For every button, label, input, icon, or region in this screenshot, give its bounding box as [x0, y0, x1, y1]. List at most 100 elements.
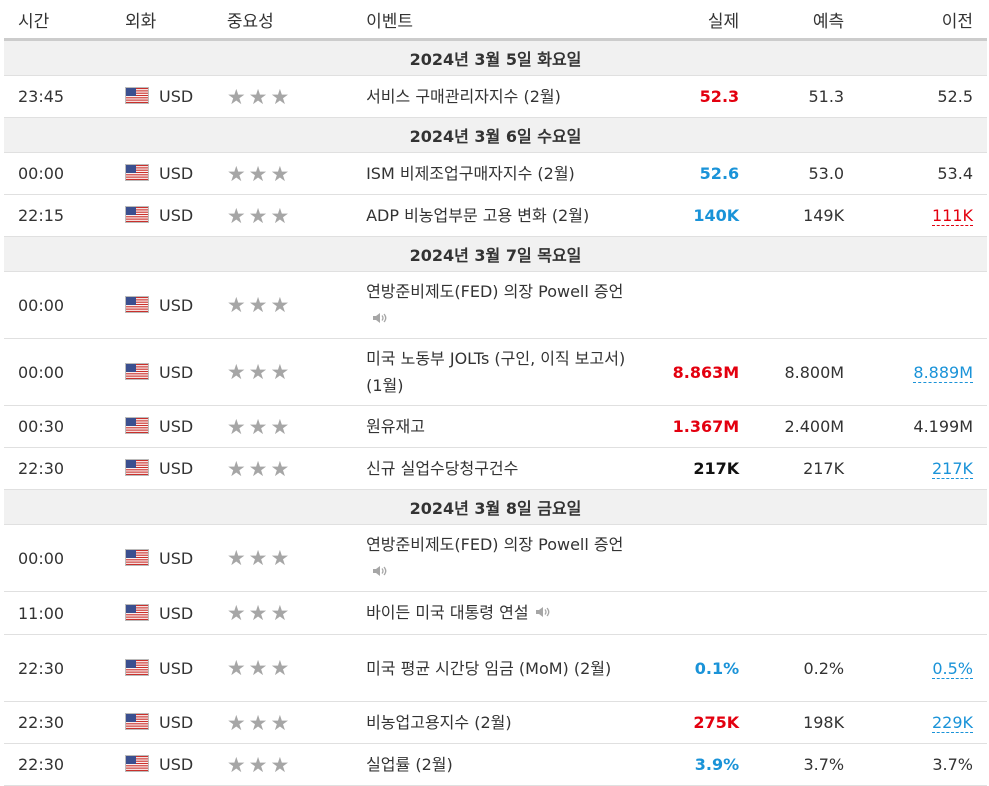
us-flag-icon	[125, 295, 150, 313]
currency-code: USD	[159, 548, 194, 568]
currency-code: USD	[159, 755, 194, 774]
star-icon: ★★★	[226, 161, 293, 186]
previous-value[interactable]: 0.5%	[932, 658, 973, 679]
event-name[interactable]: ISM 비제조업구매자지수 (2월)	[352, 152, 648, 195]
event-name-text: 연방준비제도(FED) 의장 Powell 증언	[366, 534, 624, 554]
currency-code: USD	[159, 164, 194, 183]
event-row[interactable]: 00:00 USD ★★★ ISM 비제조업구매자지수 (2월) 52.6 53…	[4, 152, 987, 195]
actual-value: 3.9%	[694, 755, 740, 774]
event-name[interactable]: 비농업고용지수 (2월)	[352, 701, 648, 744]
event-currency: USD	[111, 634, 213, 702]
previous-value[interactable]: 229K	[931, 713, 973, 733]
us-flag-icon	[125, 164, 150, 181]
actual-value: 52.3	[699, 87, 740, 106]
star-icon: ★★★	[226, 752, 293, 777]
speaker-icon	[372, 306, 388, 333]
importance: ★★★	[212, 271, 353, 339]
header-forecast[interactable]: 예측	[753, 0, 859, 41]
us-flag-icon	[125, 362, 150, 380]
actual-value: 275K	[693, 713, 740, 732]
currency-code: USD	[159, 206, 194, 225]
previous-value[interactable]: 217K	[931, 459, 973, 479]
us-flag-icon	[125, 548, 150, 566]
actual-value: 1.367M	[672, 417, 740, 436]
actual-value: 217K	[693, 459, 740, 478]
event-row[interactable]: 00:30 USD ★★★ 원유재고 1.367M 2.400M 4.199M	[4, 405, 987, 448]
event-name[interactable]: 미국 평균 시간당 임금 (MoM) (2월)	[352, 634, 648, 702]
event-currency: USD	[111, 701, 213, 744]
event-currency: USD	[111, 743, 213, 786]
event-row[interactable]: 22:30 USD ★★★ 비농업고용지수 (2월) 275K 198K 229…	[4, 701, 987, 744]
header-previous[interactable]: 이전	[858, 0, 987, 41]
header-importance[interactable]: 중요성	[212, 0, 353, 41]
currency-code: USD	[159, 713, 194, 732]
event-time: 00:00	[4, 152, 112, 195]
event-row[interactable]: 11:00 USD ★★★ 바이든 미국 대통령 연설	[4, 591, 987, 635]
event-row[interactable]: 22:15 USD ★★★ ADP 비농업부문 고용 변화 (2월) 140K …	[4, 194, 987, 237]
event-name[interactable]: 연방준비제도(FED) 의장 Powell 증언	[352, 524, 648, 592]
event-row[interactable]: 22:30 USD ★★★ 신규 실업수당청구건수 217K 217K 217K	[4, 447, 987, 490]
calendar-table: 시간 외화 중요성 이벤트 실제 예측 이전 2024년 3월 5일 화요일 2…	[4, 0, 987, 786]
event-row[interactable]: 00:00 USD ★★★ 연방준비제도(FED) 의장 Powell 증언	[4, 524, 987, 592]
us-flag-icon	[125, 87, 150, 104]
event-row[interactable]: 22:30 USD ★★★ 실업률 (2월) 3.9% 3.7% 3.7%	[4, 743, 987, 786]
day-header-row: 2024년 3월 8일 금요일	[4, 489, 987, 525]
currency-code: USD	[159, 362, 194, 382]
header-actual[interactable]: 실제	[647, 0, 754, 41]
event-row[interactable]: 00:00 USD ★★★ 미국 노동부 JOLTs (구인, 이직 보고서) …	[4, 338, 987, 406]
event-time: 22:15	[4, 194, 112, 237]
event-name[interactable]: 원유재고	[352, 405, 648, 448]
event-name[interactable]: 연방준비제도(FED) 의장 Powell 증언	[352, 271, 648, 339]
event-time: 22:30	[4, 743, 112, 786]
event-currency: USD	[111, 405, 213, 448]
event-name[interactable]: 신규 실업수당청구건수	[352, 447, 648, 490]
us-flag-icon	[125, 206, 150, 223]
forecast-value: 217K	[803, 459, 845, 478]
importance: ★★★	[212, 524, 353, 592]
day-label: 2024년 3월 6일 수요일	[4, 117, 987, 153]
star-icon: ★★★	[226, 84, 293, 109]
forecast-value: 149K	[803, 206, 845, 225]
event-name-text: 연방준비제도(FED) 의장 Powell 증언	[366, 281, 624, 301]
header-currency[interactable]: 외화	[111, 0, 213, 41]
event-currency: USD	[111, 194, 213, 237]
event-time: 22:30	[4, 634, 112, 702]
event-currency: USD	[111, 152, 213, 195]
event-row[interactable]: 22:30 USD ★★★ 미국 평균 시간당 임금 (MoM) (2월) 0.…	[4, 634, 987, 702]
event-name[interactable]: 미국 노동부 JOLTs (구인, 이직 보고서) (1월)	[352, 338, 648, 406]
star-icon: ★★★	[226, 360, 293, 384]
event-time: 11:00	[4, 591, 112, 635]
event-name[interactable]: 실업률 (2월)	[352, 743, 648, 786]
us-flag-icon	[125, 713, 150, 730]
event-name[interactable]: 서비스 구매관리자지수 (2월)	[352, 75, 648, 118]
event-row[interactable]: 00:00 USD ★★★ 연방준비제도(FED) 의장 Powell 증언	[4, 271, 987, 339]
forecast-value: 2.400M	[784, 417, 845, 436]
importance: ★★★	[212, 152, 353, 195]
currency-code: USD	[159, 87, 194, 106]
us-flag-icon	[125, 459, 150, 476]
header-row: 시간 외화 중요성 이벤트 실제 예측 이전	[4, 0, 987, 41]
us-flag-icon	[125, 755, 150, 772]
importance: ★★★	[212, 338, 353, 406]
event-currency: USD	[111, 75, 213, 118]
actual-value: 0.1%	[694, 658, 740, 678]
event-time: 00:30	[4, 405, 112, 448]
header-event[interactable]: 이벤트	[352, 0, 648, 41]
event-name-text: 바이든 미국 대통령 연설	[366, 603, 529, 622]
event-currency: USD	[111, 591, 213, 635]
event-name[interactable]: 바이든 미국 대통령 연설	[352, 591, 648, 635]
economic-calendar: 시간 외화 중요성 이벤트 실제 예측 이전 2024년 3월 5일 화요일 2…	[4, 0, 987, 786]
us-flag-icon	[125, 417, 150, 434]
day-label: 2024년 3월 7일 목요일	[4, 236, 987, 272]
previous-value[interactable]: 8.889M	[913, 362, 973, 383]
event-name[interactable]: ADP 비농업부문 고용 변화 (2월)	[352, 194, 648, 237]
importance: ★★★	[212, 701, 353, 744]
header-time[interactable]: 시간	[4, 0, 112, 41]
previous-value[interactable]: 111K	[931, 206, 973, 226]
event-row[interactable]: 23:45 USD ★★★ 서비스 구매관리자지수 (2월) 52.3 51.3…	[4, 75, 987, 118]
currency-code: USD	[159, 459, 194, 478]
star-icon: ★★★	[226, 546, 293, 570]
importance: ★★★	[212, 743, 353, 786]
actual-value: 140K	[693, 206, 740, 225]
currency-code: USD	[159, 417, 194, 436]
